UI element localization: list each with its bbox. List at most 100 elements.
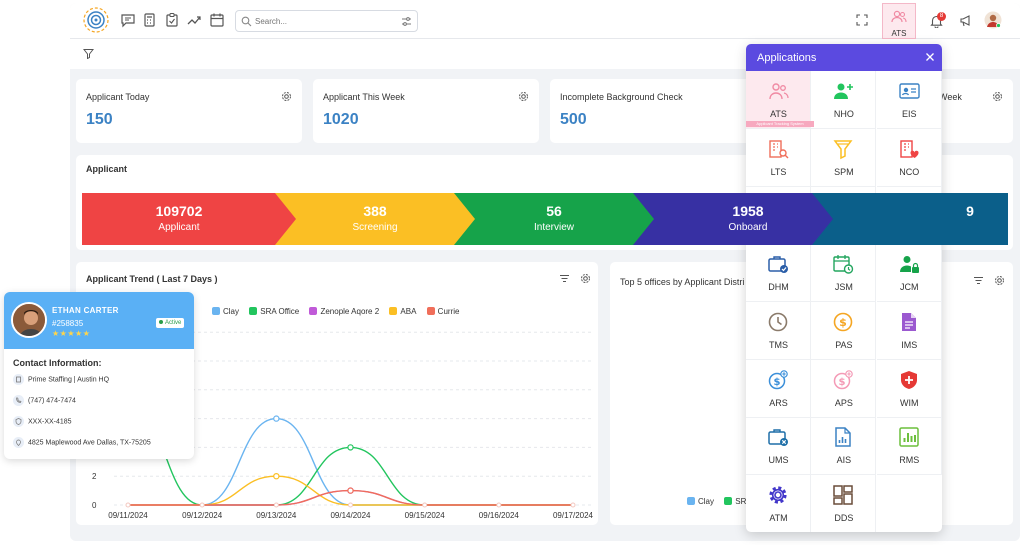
gear-icon[interactable] — [994, 275, 1005, 286]
funnel-stage-screening[interactable]: 388 Screening — [275, 193, 475, 245]
filter-sliders-icon[interactable] — [401, 16, 412, 27]
candidate-profile-card[interactable]: ETHAN CARTER #258835 ★★★★★ Active Contac… — [4, 292, 194, 459]
filter-lines-icon[interactable] — [559, 273, 570, 284]
app-tile-ats[interactable]: ATS Applicant Tracking System — [746, 71, 814, 129]
stage-label: Applicant — [158, 222, 200, 233]
legend-item-currie[interactable]: Currie — [426, 307, 459, 316]
data-point[interactable] — [273, 472, 280, 480]
candidate-name: ETHAN CARTER — [52, 306, 119, 315]
app-tile-eis[interactable]: EIS — [876, 71, 942, 129]
notification-badge: 8 — [937, 12, 946, 21]
dollar-plus-icon: $ — [768, 369, 788, 389]
stat-title: Week — [939, 92, 962, 102]
app-code: ATM — [769, 512, 788, 523]
baseline-point — [422, 502, 428, 508]
stage-count: 56 — [546, 203, 562, 219]
app-tile-wim[interactable]: WIM — [876, 359, 942, 418]
gear-cluster-icon — [769, 486, 787, 504]
app-code: SPM — [834, 166, 854, 177]
applications-panel: Applications ATS Applicant Tracking Syste… — [746, 44, 942, 532]
app-tile-nco[interactable]: NCO — [876, 128, 942, 187]
app-tile-ais[interactable]: AIS — [811, 417, 877, 476]
y-tick-label: 2 — [92, 472, 97, 481]
user-avatar[interactable] — [984, 11, 1002, 29]
shield-plus-icon — [900, 370, 917, 389]
app-tile-lts[interactable]: LTS — [746, 128, 811, 187]
rating-stars: ★★★★★ — [52, 329, 91, 338]
legend-item-aba[interactable]: ABA — [389, 307, 416, 316]
app-tile-ums[interactable]: UMS — [746, 417, 811, 476]
filter-lines-icon[interactable] — [973, 275, 984, 286]
stat-card-today: Applicant Today 150 — [76, 79, 302, 143]
funnel-filter-icon[interactable] — [83, 48, 94, 59]
legend-item-clay[interactable]: Clay — [687, 497, 714, 506]
app-tile-ims[interactable]: IMS — [876, 301, 942, 360]
calculator-icon[interactable] — [142, 12, 158, 28]
contact-phone: (747) 474-7474 — [13, 395, 76, 406]
app-code: NHO — [833, 109, 854, 119]
app-tile-jsm[interactable]: JSM — [811, 244, 877, 303]
app-code: WIM — [900, 397, 919, 408]
app-tooltip: Applicant Tracking System — [746, 121, 814, 127]
app-tile-atm[interactable]: ATM — [746, 474, 811, 532]
app-tile-dhm[interactable]: DHM — [746, 244, 811, 303]
gear-icon[interactable] — [580, 273, 591, 284]
data-point[interactable] — [273, 415, 280, 422]
stage-count: 109702 — [155, 203, 203, 219]
app-tile-dds[interactable]: DDS — [811, 474, 877, 532]
search-box[interactable] — [235, 10, 418, 32]
legend-item-clay[interactable]: Clay — [212, 307, 239, 316]
app-tile-ars[interactable]: $ ARS — [746, 359, 811, 418]
app-tile-tms[interactable]: TMS — [746, 301, 811, 360]
calendar-icon[interactable] — [209, 12, 225, 28]
app-code: PAS — [835, 339, 853, 350]
section-title: Applicant — [86, 164, 128, 174]
active-app-tab[interactable]: ATS — [882, 3, 916, 39]
user-lock-icon — [899, 256, 919, 274]
clock-icon — [768, 312, 788, 332]
app-tile-aps[interactable]: $ APS — [811, 359, 877, 418]
data-point[interactable] — [347, 444, 354, 451]
legend-item-sra[interactable]: SRA Office — [249, 307, 299, 316]
funnel-stage-fifth[interactable]: 9 — [812, 193, 1008, 245]
bar-report-icon — [899, 427, 919, 447]
funnel-stage-interview[interactable]: 56 Interview — [454, 193, 654, 245]
funnel-stage-onboard[interactable]: 1958 Onboard — [633, 193, 833, 245]
trend-icon[interactable] — [186, 12, 202, 28]
gear-icon[interactable] — [281, 91, 292, 102]
trend-legend: Clay SRA Office Zenople Aqore 2 ABA Curr… — [212, 307, 467, 316]
baseline-point — [273, 502, 279, 508]
baseline-point — [348, 502, 353, 508]
close-icon[interactable] — [925, 52, 935, 62]
app-tile-spm[interactable]: SPM — [811, 128, 877, 187]
app-tile-rms[interactable]: RMS — [876, 417, 942, 476]
megaphone-icon[interactable] — [959, 14, 973, 27]
legend-item-sr[interactable]: SR — [724, 497, 746, 506]
users-icon — [891, 10, 907, 23]
logo-icon[interactable] — [82, 6, 110, 34]
app-code: DDS — [834, 512, 854, 523]
data-point[interactable] — [347, 487, 354, 494]
users-icon — [769, 83, 789, 100]
app-code: ARS — [769, 397, 788, 408]
funnel-stage-applicant[interactable]: 109702 Applicant — [82, 193, 296, 245]
x-tick-label: 09/11/2024 — [108, 511, 148, 520]
document-icon — [901, 312, 916, 331]
fullscreen-icon[interactable] — [856, 14, 868, 26]
chat-icon[interactable] — [120, 12, 136, 28]
stat-title: Applicant This Week — [323, 92, 405, 102]
svg-text:$: $ — [839, 377, 846, 388]
status-badge: Active — [156, 318, 185, 328]
app-tile-pas[interactable]: $ PAS — [811, 301, 877, 360]
chart-title: Top 5 offices by Applicant Distri — [620, 277, 745, 287]
legend-item-zenople[interactable]: Zenople Aqore 2 — [309, 307, 379, 316]
gear-icon[interactable] — [518, 91, 529, 102]
search-input[interactable] — [255, 14, 395, 28]
stage-count: 388 — [363, 203, 387, 219]
app-code: JSM — [834, 282, 853, 293]
gear-icon[interactable] — [992, 91, 1003, 102]
candidate-id: #258835 — [52, 319, 84, 328]
app-tile-nho[interactable]: NHO — [811, 71, 877, 129]
clipboard-icon[interactable] — [164, 12, 180, 28]
app-tile-jcm[interactable]: JCM — [876, 244, 942, 303]
